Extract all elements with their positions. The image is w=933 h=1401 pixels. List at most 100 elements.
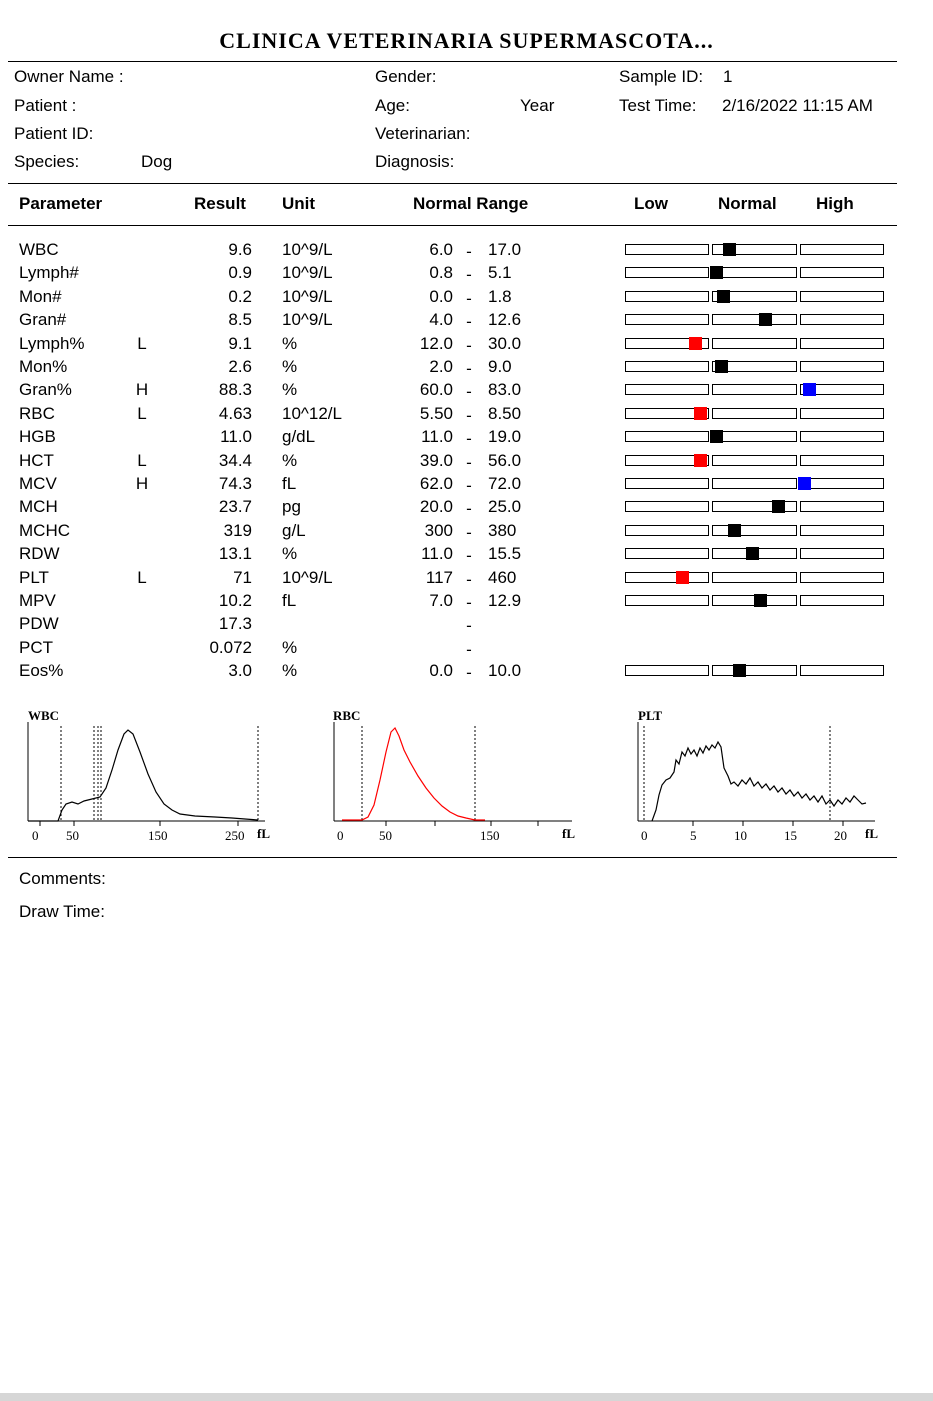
range-bar-low — [625, 478, 709, 489]
row-range-dash: - — [466, 336, 472, 355]
row-range-low: 2.0 — [429, 357, 453, 376]
info-divider — [8, 183, 897, 184]
wbc-tick-50: 50 — [66, 828, 79, 843]
test-time-label: Test Time: — [619, 96, 697, 115]
row-range-low: 5.50 — [419, 404, 453, 423]
range-bar-low — [625, 548, 709, 559]
range-bar-normal — [712, 384, 797, 395]
row-result: 17.3 — [218, 614, 252, 633]
row-range-high: 83.0 — [488, 380, 522, 399]
range-marker — [710, 430, 723, 443]
range-bar-normal — [712, 665, 797, 676]
row-parameter: RDW — [19, 544, 60, 563]
rbc-tick-50: 50 — [379, 828, 392, 843]
row-range-high: 460 — [488, 568, 517, 587]
range-bar-low — [625, 572, 709, 583]
row-unit: fL — [282, 474, 297, 493]
range-bar-high — [800, 361, 884, 372]
row-range-low: 300 — [424, 521, 453, 540]
histogram-divider — [8, 857, 897, 858]
test-time-value: 2/16/2022 11:15 AM — [722, 96, 873, 115]
rbc-histogram: 0 50 150 fL — [333, 722, 575, 843]
row-flag: H — [135, 380, 149, 399]
row-range-low: 62.0 — [419, 474, 453, 493]
row-unit: 10^9/L — [282, 287, 333, 306]
row-range-dash: - — [466, 546, 472, 565]
range-marker — [803, 383, 816, 396]
row-parameter: MCHC — [19, 521, 70, 540]
row-unit: 10^9/L — [282, 310, 333, 329]
row-result: 11.0 — [220, 427, 252, 446]
range-marker — [728, 524, 741, 537]
range-bar-high — [800, 455, 884, 466]
row-result: 34.4 — [218, 451, 252, 470]
row-parameter: HGB — [19, 427, 56, 446]
row-range-dash: - — [466, 242, 472, 261]
plt-tick-10: 10 — [734, 828, 747, 843]
range-marker — [759, 313, 772, 326]
age-label: Age: — [375, 96, 410, 115]
row-range-dash: - — [466, 265, 472, 284]
col-header-normal: Normal — [718, 194, 777, 213]
row-result: 0.072 — [209, 638, 252, 657]
range-bar-normal — [712, 244, 797, 255]
range-marker — [746, 547, 759, 560]
diagnosis-label: Diagnosis: — [375, 152, 455, 171]
range-bar-high — [800, 548, 884, 559]
range-bar-low — [625, 244, 709, 255]
row-parameter: Eos% — [19, 661, 64, 680]
range-bar-low — [625, 267, 709, 278]
row-range-low: 4.0 — [429, 310, 453, 329]
row-unit: % — [282, 661, 298, 680]
row-result: 9.1 — [228, 334, 252, 353]
page-bottom-edge — [0, 1393, 933, 1401]
range-bar-normal — [712, 361, 797, 372]
range-bar-high — [800, 244, 884, 255]
range-bar-high — [800, 408, 884, 419]
sample-id-label: Sample ID: — [619, 67, 704, 86]
row-unit: % — [282, 380, 298, 399]
row-range-high: 12.6 — [488, 310, 522, 329]
row-flag: H — [135, 474, 149, 493]
wbc-tick-0: 0 — [32, 828, 39, 843]
row-range-low: 0.0 — [429, 287, 453, 306]
row-parameter: Gran% — [19, 380, 72, 399]
row-range-low: 11.0 — [421, 427, 453, 446]
row-range-dash: - — [466, 616, 472, 635]
row-unit: % — [282, 451, 298, 470]
row-result: 0.9 — [228, 263, 252, 282]
plt-tick-0: 0 — [641, 828, 648, 843]
range-marker — [798, 477, 811, 490]
range-marker — [689, 337, 702, 350]
age-unit: Year — [520, 96, 555, 115]
range-bar-high — [800, 267, 884, 278]
range-marker — [772, 500, 785, 513]
row-parameter: HCT — [19, 451, 54, 470]
row-parameter: Lymph% — [19, 334, 85, 353]
range-bar-low — [625, 361, 709, 372]
row-range-dash: - — [466, 523, 472, 542]
row-unit: % — [282, 334, 298, 353]
range-bar-low — [625, 665, 709, 676]
row-result: 319 — [223, 521, 252, 540]
gender-label: Gender: — [375, 67, 437, 86]
plt-axis-unit: fL — [865, 826, 878, 841]
range-bar-low — [625, 455, 709, 466]
range-bar-normal — [712, 267, 797, 278]
row-range-high: 72.0 — [488, 474, 522, 493]
row-range-dash: - — [466, 640, 472, 659]
col-header-unit: Unit — [282, 194, 316, 213]
range-bar-normal — [712, 314, 797, 325]
wbc-axis-unit: fL — [257, 826, 270, 841]
row-flag: L — [137, 404, 147, 423]
row-range-high: 30.0 — [488, 334, 522, 353]
range-bar-low — [625, 595, 709, 606]
row-result: 4.63 — [218, 404, 252, 423]
comments-label: Comments: — [19, 869, 106, 888]
row-range-dash: - — [466, 382, 472, 401]
range-bar-normal — [712, 572, 797, 583]
row-parameter: MCH — [19, 497, 58, 516]
row-parameter: RBC — [19, 404, 55, 423]
row-range-low: 0.8 — [429, 263, 453, 282]
range-bar-high — [800, 501, 884, 512]
